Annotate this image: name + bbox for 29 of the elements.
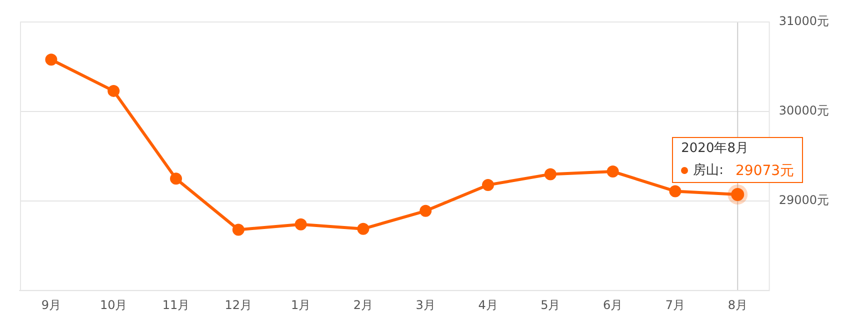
point xyxy=(45,54,58,66)
x-tick-label: 9月 xyxy=(41,298,62,312)
point xyxy=(294,218,307,230)
point xyxy=(232,224,244,236)
x-tick-label: 5月 xyxy=(540,298,560,312)
x-tick-label: 12月 xyxy=(224,298,252,312)
point xyxy=(669,185,682,198)
data-label: 29073元 xyxy=(736,162,794,179)
x-tick-label: 6月 xyxy=(603,298,623,312)
point xyxy=(482,178,494,191)
point xyxy=(108,84,120,97)
x-tick-label: 1月 xyxy=(290,298,311,312)
x-tick-label: 7月 xyxy=(665,298,686,312)
point xyxy=(170,172,182,185)
x-tick-label: 11月 xyxy=(162,298,190,312)
annotation: 2020年8月 xyxy=(681,140,750,157)
x-tick-label: 8月 xyxy=(728,298,748,312)
point xyxy=(544,168,556,180)
y-tick-label: 29000元 xyxy=(778,193,830,208)
x-tick-label: 2月 xyxy=(353,298,374,312)
x-tick-label: 4月 xyxy=(478,298,498,312)
y-tick-label: 30000元 xyxy=(778,104,830,118)
x-tick-label: 10月 xyxy=(100,298,128,312)
legend-label: 房山: xyxy=(693,162,724,179)
y-tick-label: 31000元 xyxy=(778,14,830,28)
point xyxy=(420,204,432,217)
point xyxy=(606,166,619,178)
x-tick-label: 3月 xyxy=(416,298,436,312)
point xyxy=(357,222,370,235)
